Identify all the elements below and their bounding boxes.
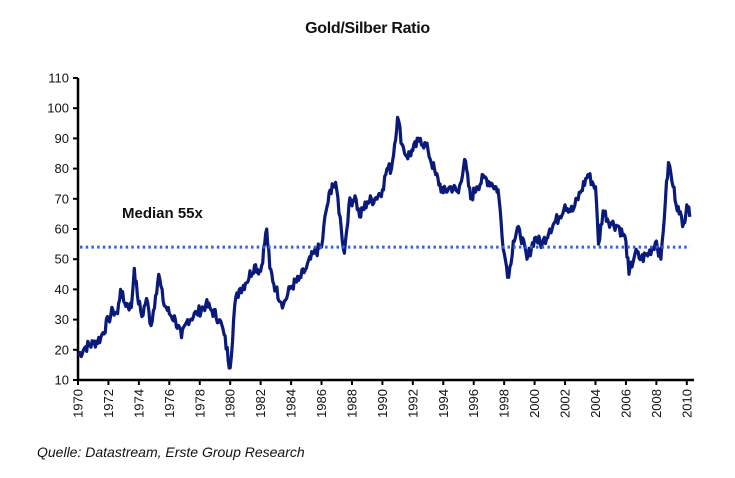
y-axis: 10 20 30 40 50 60 70 80 90 100 110 xyxy=(47,71,80,388)
y-tick-label: 60 xyxy=(55,222,69,237)
x-tick-label: 2002 xyxy=(558,389,573,418)
x-tick-label: 1996 xyxy=(466,389,481,418)
x-tick-label: 1998 xyxy=(497,389,512,418)
x-tick-label: 1994 xyxy=(436,389,451,418)
x-tick-label: 1988 xyxy=(344,389,359,418)
data-series-line xyxy=(76,115,692,370)
x-axis: 1970 1972 1974 1976 1978 1980 1982 1984 1986 1988… xyxy=(71,378,694,418)
x-tick-label: 1992 xyxy=(405,389,420,418)
y-tick-label: 70 xyxy=(55,191,69,206)
x-tick-label: 1978 xyxy=(192,389,207,418)
x-tick-label: 1982 xyxy=(253,389,268,418)
series-layer xyxy=(76,115,692,370)
x-tick-label: 2008 xyxy=(649,389,664,418)
x-tick-label: 2006 xyxy=(618,389,633,418)
x-tick-label: 1974 xyxy=(131,389,146,418)
x-tick-label: 1976 xyxy=(162,389,177,418)
x-tick-label: 2000 xyxy=(527,389,542,418)
y-tick-label: 100 xyxy=(47,101,69,116)
y-tick-label: 110 xyxy=(48,71,69,86)
x-tick-label: 2010 xyxy=(679,389,694,418)
y-tick-label: 40 xyxy=(55,282,69,297)
source-note: Quelle: Datastream, Erste Group Research xyxy=(37,444,305,460)
x-tick-label: 1970 xyxy=(71,389,86,418)
x-tick-label: 2004 xyxy=(588,389,603,418)
x-tick-label: 1984 xyxy=(284,389,299,418)
y-tick-label: 30 xyxy=(55,312,69,327)
y-tick-label: 90 xyxy=(55,131,69,146)
y-tick-label: 50 xyxy=(55,252,69,267)
y-tick-label: 10 xyxy=(55,373,69,388)
chart-title: Gold/Silber Ratio xyxy=(305,20,430,37)
x-tick-label: 1986 xyxy=(314,389,329,418)
y-tick-label: 80 xyxy=(55,161,69,176)
x-tick-label: 1990 xyxy=(375,389,390,418)
x-tick-label: 1972 xyxy=(101,389,116,418)
y-tick-label: 20 xyxy=(55,342,69,357)
x-tick-label: 1980 xyxy=(223,389,238,418)
median-annotation: Median 55x xyxy=(122,205,204,222)
